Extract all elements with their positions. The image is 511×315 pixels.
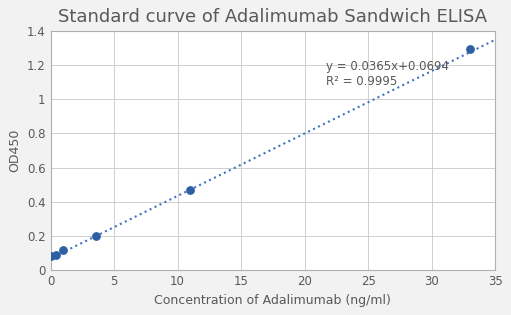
Point: [52, 252, 60, 257]
Point: [47, 254, 55, 259]
Point: [466, 47, 474, 52]
Point: [186, 187, 194, 192]
Point: [59, 247, 67, 252]
Text: y = 0.0365x+0.0694
R² = 0.9995: y = 0.0365x+0.0694 R² = 0.9995: [326, 60, 449, 88]
Title: Standard curve of Adalimumab Sandwich ELISA: Standard curve of Adalimumab Sandwich EL…: [58, 8, 487, 26]
Y-axis label: OD450: OD450: [8, 129, 21, 172]
X-axis label: Concentration of Adalimumab (ng/ml): Concentration of Adalimumab (ng/ml): [154, 294, 391, 307]
Point: [91, 234, 100, 239]
